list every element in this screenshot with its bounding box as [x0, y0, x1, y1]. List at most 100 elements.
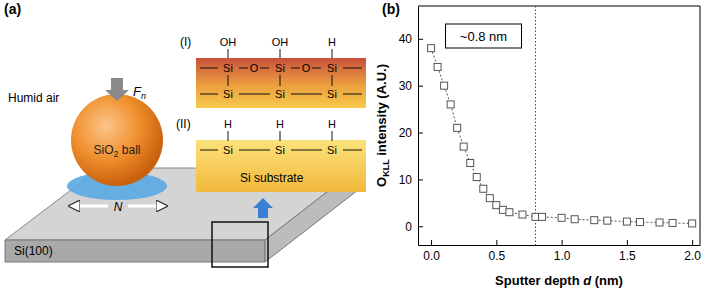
y-tick-label: 30	[399, 79, 413, 93]
plot-area	[428, 6, 696, 245]
bond	[291, 94, 322, 95]
bond	[239, 94, 270, 95]
data-point	[493, 202, 500, 209]
atom: Si	[223, 144, 233, 156]
atom: Si	[223, 88, 233, 100]
structure-i: (I)OHOHHSiOSiOSiSiSiSi	[180, 35, 366, 108]
x-tick: 1.0	[554, 240, 571, 263]
data-point	[591, 217, 598, 224]
x-tick: 2.0	[684, 240, 701, 263]
panel-label: (a)	[4, 1, 21, 17]
frame-top	[418, 6, 700, 7]
y-axis-title-main: O	[374, 177, 389, 187]
y-axis-title: OKLL intensity (A.U.)	[374, 64, 391, 187]
bond	[239, 68, 248, 69]
bond	[260, 68, 269, 69]
atom: Si	[275, 144, 285, 156]
atom: Si	[275, 88, 285, 100]
bond	[200, 94, 218, 95]
y-tick: 40	[399, 32, 423, 46]
atom: H	[328, 36, 336, 48]
bond	[343, 150, 362, 151]
x-tick: 1.5	[619, 240, 636, 263]
panel-a: (a)Si(100)SiO2 ballHumid airFnN(I)OHOHHS…	[4, 1, 366, 267]
atom: H	[328, 118, 336, 130]
ball-label: SiO2 ball	[93, 143, 140, 159]
y-axis-title-rest: intensity (A.U.)	[374, 64, 389, 159]
layer-ii	[196, 140, 366, 192]
y-tick-label: 10	[399, 173, 413, 187]
substrate-label: Si(100)	[14, 244, 53, 258]
bond	[239, 150, 270, 151]
y-tick: 10	[399, 173, 423, 187]
x-tick-mark	[627, 240, 628, 245]
y-tick-mark	[418, 39, 423, 40]
y-tick: 20	[399, 126, 423, 140]
bond	[280, 131, 281, 141]
y-tick-mark	[418, 86, 423, 87]
figure: (a)Si(100)SiO2 ballHumid airFnN(I)OHOHHS…	[0, 0, 710, 296]
ball-label-main: SiO	[93, 143, 113, 157]
y-tick-label: 40	[399, 32, 413, 46]
data-point	[447, 101, 454, 108]
data-point	[499, 206, 506, 213]
bond	[280, 49, 281, 58]
bond	[332, 131, 333, 141]
bond	[200, 68, 218, 69]
y-tick-label: 0	[405, 220, 412, 234]
x-tick-mark	[496, 240, 497, 245]
atom: Si	[327, 144, 337, 156]
atom: H	[276, 118, 284, 130]
motion-label: N	[114, 200, 123, 214]
data-point	[467, 159, 474, 166]
data-point	[539, 213, 546, 220]
data-point	[454, 124, 461, 131]
annotation-text: ~0.8 nm	[460, 29, 507, 44]
structure-ii: (II)HHHSiSiSiSi substrate	[176, 117, 366, 192]
y-tick-label: 20	[399, 126, 413, 140]
data-point	[519, 211, 526, 218]
bond	[200, 150, 218, 151]
panel-b: (b)0.00.51.01.52.0010203040Sputter depth…	[374, 1, 701, 288]
ball-label-rest: ball	[119, 143, 141, 157]
atom: H	[224, 118, 232, 130]
x-tick: 0.0	[423, 240, 440, 263]
substrate-front	[5, 240, 265, 262]
force-label: Fn	[133, 84, 146, 101]
bond	[291, 68, 300, 69]
data-point	[434, 63, 441, 70]
data-point	[636, 219, 643, 226]
x-tick-mark	[431, 240, 432, 245]
data-point	[473, 174, 480, 181]
x-tick: 0.5	[488, 240, 505, 263]
atom: Si	[327, 88, 337, 100]
x-tick-label: 0.0	[423, 249, 440, 263]
y-axis-line	[418, 7, 419, 246]
atom: Si	[275, 62, 285, 74]
zoom-arrow	[253, 198, 273, 218]
x-tick-label: 0.5	[488, 249, 505, 263]
data-point	[623, 218, 630, 225]
data-point	[669, 219, 676, 226]
panel-label: (b)	[382, 1, 400, 17]
data-point	[689, 220, 696, 227]
zoom-box	[212, 222, 268, 267]
data-point	[558, 214, 565, 221]
structure-label: (I)	[180, 35, 191, 49]
bond	[291, 150, 322, 151]
y-tick: 30	[399, 79, 423, 93]
data-point	[441, 82, 448, 89]
data-line	[431, 48, 692, 223]
y-tick: 0	[405, 220, 423, 234]
x-tick-label: 2.0	[684, 249, 701, 263]
bond	[343, 94, 362, 95]
bond	[343, 68, 362, 69]
x-axis: 0.0 0.5 1.0 1.5 2.0	[419, 240, 702, 263]
data-point	[506, 209, 513, 216]
x-axis-title-rest: (nm)	[591, 273, 623, 288]
data-point	[460, 143, 467, 150]
frame-right	[700, 6, 701, 245]
bond	[312, 68, 321, 69]
data-point	[480, 185, 487, 192]
atom: OH	[220, 36, 237, 48]
